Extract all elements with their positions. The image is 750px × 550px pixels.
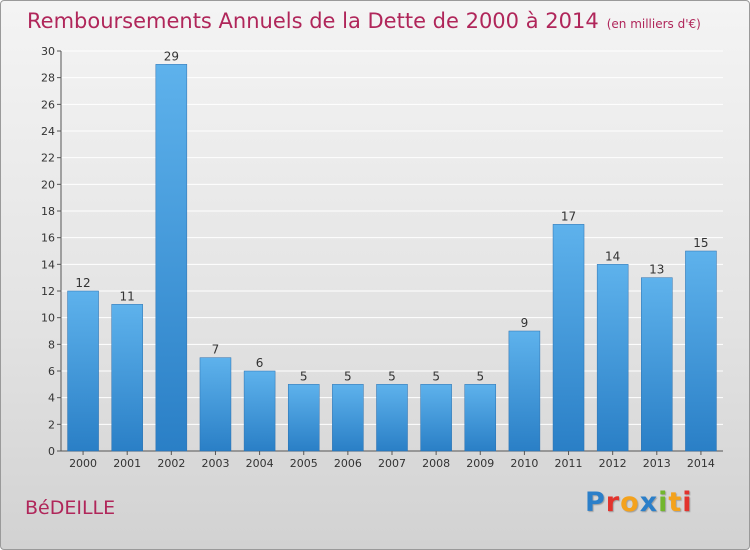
x-tick-label: 2003 <box>201 457 229 470</box>
x-tick-label: 2008 <box>422 457 450 470</box>
x-tick-label: 2009 <box>466 457 494 470</box>
y-tick-label: 30 <box>41 45 55 58</box>
y-tick-label: 10 <box>41 312 55 325</box>
data-label: 9 <box>521 316 529 330</box>
data-label: 6 <box>256 356 264 370</box>
logo-letter: P <box>585 487 606 518</box>
x-tick-label: 2001 <box>113 457 141 470</box>
logo-letter: i <box>682 487 693 518</box>
bar <box>596 264 629 452</box>
x-tick-label: 2013 <box>643 457 671 470</box>
proxiti-logo: Proxiti <box>585 487 693 518</box>
data-label: 5 <box>300 369 308 383</box>
x-tick-label: 2010 <box>510 457 538 470</box>
chart-title: Remboursements Annuels de la Dette de 20… <box>27 9 701 33</box>
x-tick-label: 2011 <box>555 457 583 470</box>
x-tick-label: 2000 <box>69 457 97 470</box>
data-label: 13 <box>649 263 664 277</box>
x-tick-label: 2007 <box>378 457 406 470</box>
bar <box>464 384 497 452</box>
y-tick-label: 28 <box>41 72 55 85</box>
logo-letter: o <box>620 487 640 518</box>
x-tick-label: 2004 <box>246 457 274 470</box>
y-tick-label: 0 <box>48 445 55 458</box>
logo-letter: r <box>605 487 621 518</box>
data-label: 7 <box>212 343 220 357</box>
commune-name: BéDEILLE <box>25 497 116 519</box>
bar <box>420 384 452 452</box>
x-tick-label: 2012 <box>599 457 627 470</box>
data-label: 11 <box>120 289 135 303</box>
logo-letter: x <box>639 487 659 518</box>
bar <box>376 384 408 452</box>
bar <box>685 250 717 452</box>
data-label: 5 <box>388 369 396 383</box>
y-tick-label: 22 <box>41 152 55 165</box>
data-label: 29 <box>164 49 179 63</box>
y-tick-label: 20 <box>41 178 55 191</box>
y-tick-label: 12 <box>41 285 55 298</box>
bar <box>199 357 232 452</box>
y-tick-label: 18 <box>41 205 55 218</box>
bar <box>67 290 99 452</box>
y-tick-label: 16 <box>41 232 55 245</box>
data-label: 17 <box>561 209 576 223</box>
data-label: 5 <box>344 369 352 383</box>
x-tick-label: 2005 <box>290 457 318 470</box>
bar <box>111 304 143 452</box>
y-tick-label: 14 <box>41 258 55 271</box>
y-tick-label: 4 <box>48 392 55 405</box>
data-label: 5 <box>476 369 484 383</box>
bar <box>287 384 320 452</box>
data-label: 14 <box>605 249 620 263</box>
bar <box>155 64 188 452</box>
bar <box>243 370 276 452</box>
y-tick-label: 26 <box>41 98 55 111</box>
bar <box>508 330 541 452</box>
bar <box>552 224 585 452</box>
y-tick-label: 2 <box>48 418 55 431</box>
data-label: 15 <box>693 236 708 250</box>
logo-letter: t <box>668 487 683 518</box>
y-tick-label: 8 <box>48 338 55 351</box>
x-tick-label: 2002 <box>157 457 185 470</box>
y-tick-label: 6 <box>48 365 55 378</box>
bar <box>332 384 364 452</box>
y-tick-label: 24 <box>41 125 55 138</box>
title-unit: (en milliers d'€) <box>606 17 701 31</box>
data-label: 5 <box>432 369 440 383</box>
title-text: Remboursements Annuels de la Dette de 20… <box>27 9 599 33</box>
bar <box>641 277 673 452</box>
x-tick-label: 2006 <box>334 457 362 470</box>
logo-letter: i <box>658 487 669 518</box>
x-tick-label: 2014 <box>687 457 715 470</box>
data-label: 12 <box>75 276 90 290</box>
